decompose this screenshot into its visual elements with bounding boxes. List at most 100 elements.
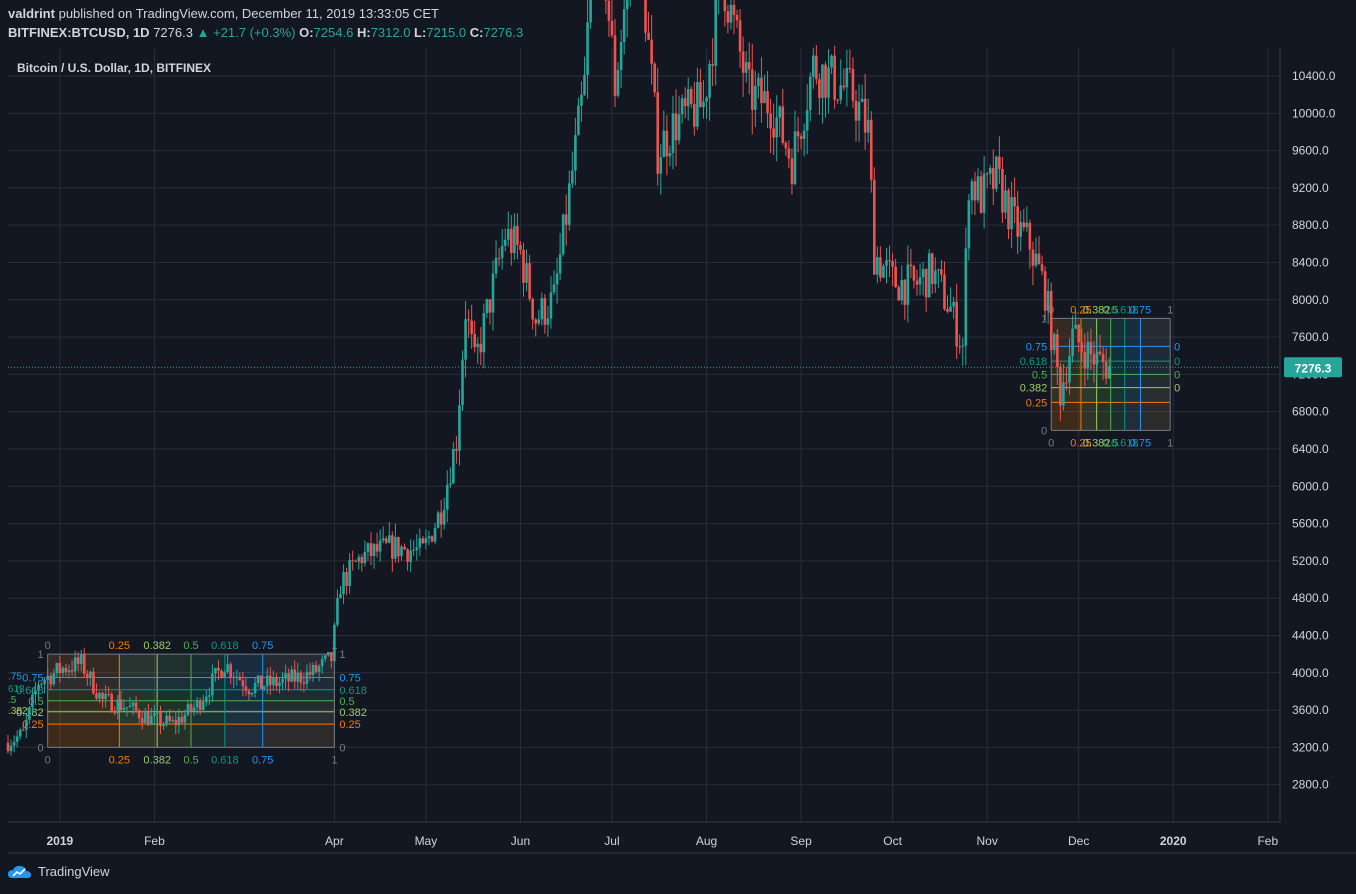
fib-top-label: 0.618 [211,640,239,652]
candle-body [485,299,489,314]
candle-body [394,537,397,559]
candle-body [223,671,226,678]
fib-top-label: 0.382 [143,640,171,652]
candle-body [381,538,385,541]
candle-body [357,557,361,562]
candle-body [363,551,367,564]
symbol-name[interactable]: BITFINEX:BTCUSD, 1D [8,25,150,40]
candle-body [369,543,373,557]
y-tick-label: 6000.0 [1292,479,1329,493]
candle-body [12,741,16,746]
candle-body [314,664,318,672]
fib-bottom-label: 1 [1167,437,1173,449]
candle-body [894,266,897,288]
x-tick-label: Jul [604,834,619,848]
candle-body [705,97,708,102]
candle-body [930,253,934,285]
candle-body [964,248,968,346]
candle-body [564,214,568,225]
candle-body [616,70,620,96]
candle-body [552,284,556,293]
candle-body [558,254,562,274]
candle-body [802,130,806,139]
candle-body [699,82,702,108]
candle-body [973,181,977,201]
candle-body [37,684,40,691]
candle-body [1065,382,1068,384]
y-tick-label: 10000.0 [1292,106,1336,120]
candle-body [982,173,986,213]
candle-body [1086,342,1090,369]
candle-body [28,707,31,720]
candle-body [571,170,574,184]
candle-body [879,257,882,278]
candle-body [671,113,675,154]
candle-body [778,106,782,118]
fib-box: 00000.250.250.250.250.3820.3820.3820.382… [8,640,367,766]
y-tick-label: 2800.0 [1292,778,1329,792]
candle-body [1080,342,1084,353]
candle-body [924,269,928,298]
candle-body [378,540,382,552]
candle-body [46,675,49,681]
candle-body [171,720,175,722]
candle-body [805,110,809,131]
candle-body [43,680,46,684]
candle-body [473,333,477,348]
candle-body [818,79,821,98]
x-tick-label: Jun [511,834,530,848]
candle-body [604,0,608,1]
candle-body [235,676,239,678]
candle-body [882,265,885,278]
candle-body [180,717,184,723]
fib-right-label: 0.618 [339,685,367,697]
chart-axes: 2800.0 3200.0 3600.0 4000.0 4400.0 4800.0 5200… [8,48,1356,854]
candle-body [934,270,937,285]
candle-body [287,673,290,682]
candle-body [397,537,400,557]
candle-body [76,657,80,664]
candle-body [1077,324,1080,343]
fib-right-label: 0 [1174,356,1180,368]
y-tick-label: 7600.0 [1292,330,1329,344]
candle-body [1095,351,1099,365]
candle-body [888,260,891,262]
candle-body [708,63,711,98]
candle-body [119,699,123,710]
candle-body [70,670,74,672]
candle-body [555,273,559,285]
candle-body [217,667,220,671]
open-label: O: [299,25,314,40]
tradingview-cloud-icon [8,865,31,878]
candle-body [516,226,519,245]
candle-body [793,131,797,185]
candle-body [811,55,815,77]
candle-body [674,113,678,141]
x-tick-label: Oct [883,834,902,848]
candle-body [979,176,983,213]
candle-body [940,269,943,275]
fib-top-label: 1 [1167,304,1173,316]
candle-body [1007,190,1010,230]
candle-body [439,512,443,525]
candle-body [64,667,68,672]
candle-body [311,664,315,675]
tradingview-logo[interactable]: TradingView [8,864,110,879]
candle-body [442,509,446,525]
candle-body [836,99,839,101]
candle-body [613,35,617,96]
candle-body [323,655,327,659]
fib-top-label: 0.618 [1111,304,1139,316]
fib-left-label: 0.5 [28,696,43,708]
candle-body [644,0,647,33]
fib-bottom-label: 0.75 [252,754,273,766]
candle-body [366,543,370,552]
up-arrow-icon: ▲ [196,25,210,40]
candle-body [723,0,727,12]
author-name[interactable]: valdrint [8,6,55,21]
candle-body [229,664,232,678]
candle-body [360,557,364,564]
candle-body [204,696,208,702]
candle-body [625,0,629,10]
